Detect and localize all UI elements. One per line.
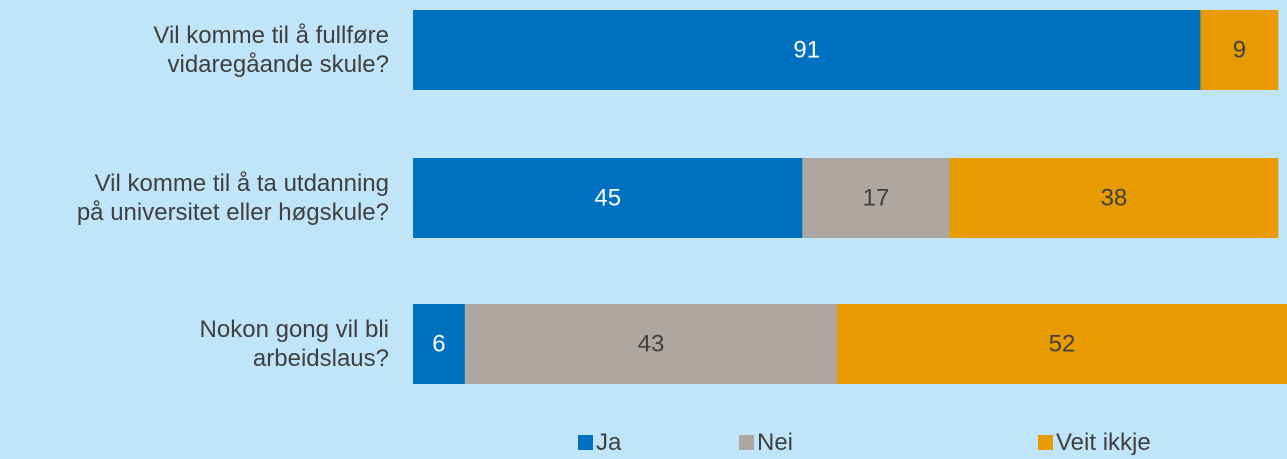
category-label: Vil komme til å ta utdanning på universi… — [76, 170, 389, 226]
data-label: 52 — [1049, 330, 1076, 357]
data-label: 43 — [638, 330, 665, 357]
data-label: 91 — [793, 36, 820, 63]
category-label: Vil komme til å fullføre vidaregåande sk… — [153, 22, 389, 78]
data-label: 38 — [1101, 184, 1128, 211]
legend-item: Veit ikkje — [1038, 428, 1151, 458]
legend-label: Nei — [757, 429, 794, 456]
legend-swatch — [1038, 435, 1053, 450]
data-label: 6 — [432, 330, 445, 357]
bar-segment — [949, 158, 1279, 238]
bar-segment — [802, 158, 950, 238]
bar-segment — [837, 304, 1287, 384]
legend-item: Ja — [578, 428, 621, 458]
data-label: 17 — [863, 184, 890, 211]
bar-segment — [413, 158, 803, 238]
data-label: 9 — [1233, 36, 1246, 63]
bar-segment — [464, 304, 838, 384]
bar-segment — [413, 10, 1201, 90]
legend-item: Nei — [739, 428, 793, 458]
data-label: 45 — [594, 184, 621, 211]
legend-swatch — [578, 435, 593, 450]
bar-segment — [1200, 10, 1279, 90]
legend-swatch — [739, 435, 754, 450]
legend-label: Ja — [596, 429, 622, 456]
legend-label: Veit ikkje — [1056, 429, 1151, 456]
bar-segment — [413, 304, 465, 384]
category-label: Nokon gong vil bli arbeidslaus? — [199, 316, 389, 372]
